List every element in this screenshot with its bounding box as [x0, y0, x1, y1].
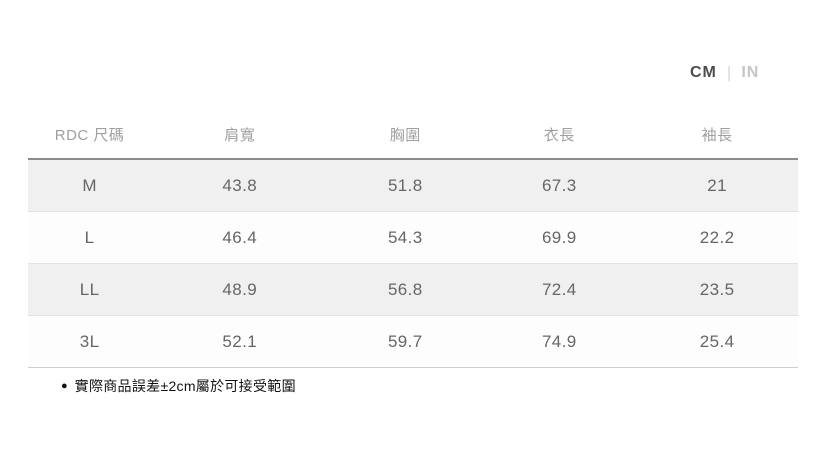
table-header-row: RDC 尺碼 肩寬 胸圍 衣長 袖長 [28, 110, 798, 159]
table-cell-value: 72.4 [482, 263, 637, 316]
table-cell-size: M [28, 159, 152, 212]
column-header-shoulder: 肩寬 [224, 126, 256, 144]
column-header-chest: 胸圍 [389, 126, 421, 144]
table-cell-size: L [28, 211, 152, 264]
table-cell-value: 69.9 [482, 211, 637, 264]
table-cell-size: 3L [28, 315, 152, 368]
table-cell-value: 23.5 [636, 263, 798, 316]
table-cell-size: LL [28, 263, 152, 316]
table-cell-value: 21 [636, 159, 798, 212]
table-cell-value: 59.7 [328, 315, 483, 368]
table-cell-value: 52.1 [151, 315, 329, 368]
table-cell-value: 56.8 [328, 263, 483, 316]
column-header-length: 衣長 [543, 126, 575, 144]
size-chart-table: RDC 尺碼 肩寬 胸圍 衣長 袖長 M 43.8 51.8 67.3 21 L… [28, 110, 798, 368]
unit-toggle: CM | IN [690, 63, 759, 83]
table-cell-value: 74.9 [482, 315, 637, 368]
table-cell-value: 25.4 [636, 315, 798, 368]
unit-toggle-divider: | [726, 63, 733, 82]
column-header-size: RDC 尺碼 [54, 126, 125, 144]
footnote-text: 實際商品誤差±2cm屬於可接受範圍 [74, 378, 296, 394]
column-header-sleeve: 袖長 [701, 126, 733, 144]
table-row-3l: 3L 52.1 59.7 74.9 25.4 [28, 315, 798, 368]
unit-option-in[interactable]: IN [741, 64, 760, 81]
table-cell-value: 46.4 [151, 211, 329, 264]
table-cell-value: 22.2 [636, 211, 798, 264]
unit-option-cm[interactable]: CM [690, 64, 717, 81]
table-cell-value: 48.9 [151, 263, 329, 316]
table-row-l: L 46.4 54.3 69.9 22.2 [28, 211, 798, 264]
table-cell-value: 54.3 [328, 211, 483, 264]
table-row-m: M 43.8 51.8 67.3 21 [28, 159, 798, 212]
table-cell-value: 43.8 [151, 159, 329, 212]
table-cell-value: 67.3 [482, 159, 637, 212]
bullet-icon: ● [61, 379, 68, 392]
footnote: ● 實際商品誤差±2cm屬於可接受範圍 [61, 376, 296, 396]
table-row-ll: LL 48.9 56.8 72.4 23.5 [28, 263, 798, 316]
table-cell-value: 51.8 [328, 159, 483, 212]
